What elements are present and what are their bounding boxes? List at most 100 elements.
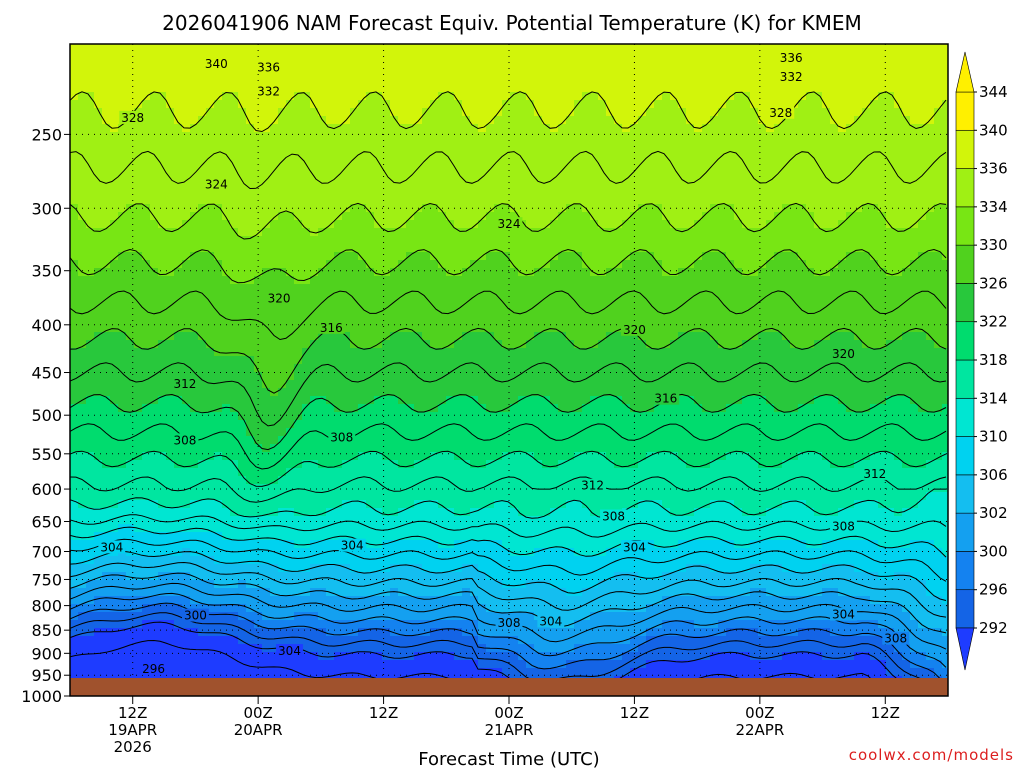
field-cell — [430, 380, 439, 389]
field-cell — [278, 636, 287, 645]
field-cell — [542, 428, 551, 437]
field-cell — [430, 628, 439, 637]
field-cell — [270, 124, 279, 133]
field-cell — [526, 244, 535, 253]
field-cell — [78, 444, 87, 453]
field-cell — [438, 196, 447, 205]
field-cell — [102, 76, 111, 85]
field-cell — [94, 524, 103, 533]
field-cell — [422, 148, 431, 157]
field-cell — [286, 572, 295, 581]
field-cell — [398, 540, 407, 549]
field-cell — [286, 276, 295, 285]
field-cell — [374, 460, 383, 469]
field-cell — [526, 428, 535, 437]
field-cell — [118, 236, 127, 245]
field-cell — [510, 164, 519, 173]
field-cell — [502, 492, 511, 501]
field-cell — [366, 532, 375, 541]
field-cell — [270, 604, 279, 613]
field-cell — [350, 588, 359, 597]
field-cell — [398, 460, 407, 469]
field-cell — [270, 212, 279, 221]
field-cell — [222, 316, 231, 325]
field-cell — [102, 476, 111, 485]
field-cell — [518, 236, 527, 245]
field-cell — [486, 196, 495, 205]
field-cell — [198, 596, 207, 605]
field-cell — [302, 516, 311, 525]
field-cell — [102, 492, 111, 501]
field-cell — [526, 180, 535, 189]
field-cell — [430, 436, 439, 445]
field-cell — [278, 268, 287, 277]
field-cell — [78, 164, 87, 173]
field-cell — [318, 404, 327, 413]
field-cell — [102, 260, 111, 269]
field-cell — [446, 180, 455, 189]
field-cell — [382, 204, 391, 213]
field-cell — [550, 596, 559, 605]
field-cell — [326, 452, 335, 461]
field-cell — [278, 660, 287, 669]
field-cell — [382, 396, 391, 405]
field-cell — [166, 196, 175, 205]
field-cell — [302, 316, 311, 325]
field-cell — [286, 316, 295, 325]
field-cell — [422, 604, 431, 613]
field-cell — [110, 372, 119, 381]
field-cell — [534, 644, 543, 653]
field-cell — [366, 516, 375, 525]
field-cell — [430, 108, 439, 117]
field-cell — [478, 68, 487, 77]
field-cell — [302, 636, 311, 645]
field-cell — [182, 116, 191, 125]
field-cell — [550, 436, 559, 445]
field-cell — [70, 420, 79, 429]
field-cell — [246, 92, 255, 101]
field-cell — [142, 436, 151, 445]
field-cell — [118, 500, 127, 509]
field-cell — [158, 220, 167, 229]
field-cell — [158, 68, 167, 77]
field-cell — [286, 76, 295, 85]
field-cell — [334, 524, 343, 533]
field-cell — [534, 660, 543, 669]
field-cell — [342, 348, 351, 357]
field-cell — [534, 324, 543, 333]
field-cell — [534, 292, 543, 301]
field-cell — [254, 372, 263, 381]
field-cell — [294, 140, 303, 149]
field-cell — [262, 372, 271, 381]
field-cell — [206, 644, 215, 653]
field-cell — [374, 116, 383, 125]
field-cell — [294, 212, 303, 221]
field-cell — [374, 612, 383, 621]
field-cell — [190, 244, 199, 253]
field-cell — [390, 244, 399, 253]
field-cell — [358, 252, 367, 261]
field-cell — [438, 492, 447, 501]
field-cell — [462, 212, 471, 221]
field-cell — [70, 492, 79, 501]
field-cell — [78, 140, 87, 149]
field-cell — [214, 572, 223, 581]
field-cell — [390, 340, 399, 349]
field-cell — [158, 548, 167, 557]
field-cell — [334, 276, 343, 285]
field-cell — [158, 308, 167, 317]
field-cell — [494, 180, 503, 189]
field-cell — [374, 588, 383, 597]
field-cell — [374, 156, 383, 165]
field-cell — [414, 364, 423, 373]
field-cell — [318, 228, 327, 237]
field-cell — [462, 308, 471, 317]
field-cell — [134, 644, 143, 653]
field-cell — [406, 356, 415, 365]
field-cell — [438, 644, 447, 653]
field-cell — [166, 116, 175, 125]
field-cell — [270, 652, 279, 661]
field-cell — [278, 572, 287, 581]
field-cell — [550, 412, 559, 421]
field-cell — [406, 612, 415, 621]
